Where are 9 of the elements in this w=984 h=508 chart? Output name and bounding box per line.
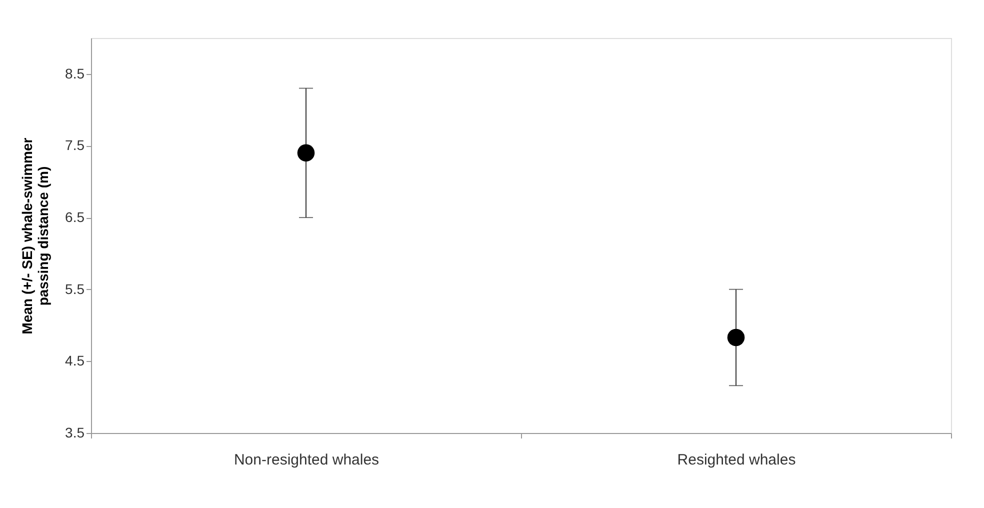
y-tick-label: 5.5 <box>65 280 85 297</box>
y-tick-label: 8.5 <box>65 65 85 82</box>
y-axis-title: Mean (+/- SE) whale-swimmer passing distance (m) <box>19 137 52 334</box>
y-tick-label: 6.5 <box>65 209 85 226</box>
y-tick-label: 7.5 <box>65 137 85 154</box>
x-tick-label: Non-resighted whales <box>234 452 380 468</box>
y-tick-label: 3.5 <box>65 424 85 440</box>
x-tick-label: Resighted whales <box>677 452 796 468</box>
y-tick-label: 4.5 <box>65 352 85 369</box>
